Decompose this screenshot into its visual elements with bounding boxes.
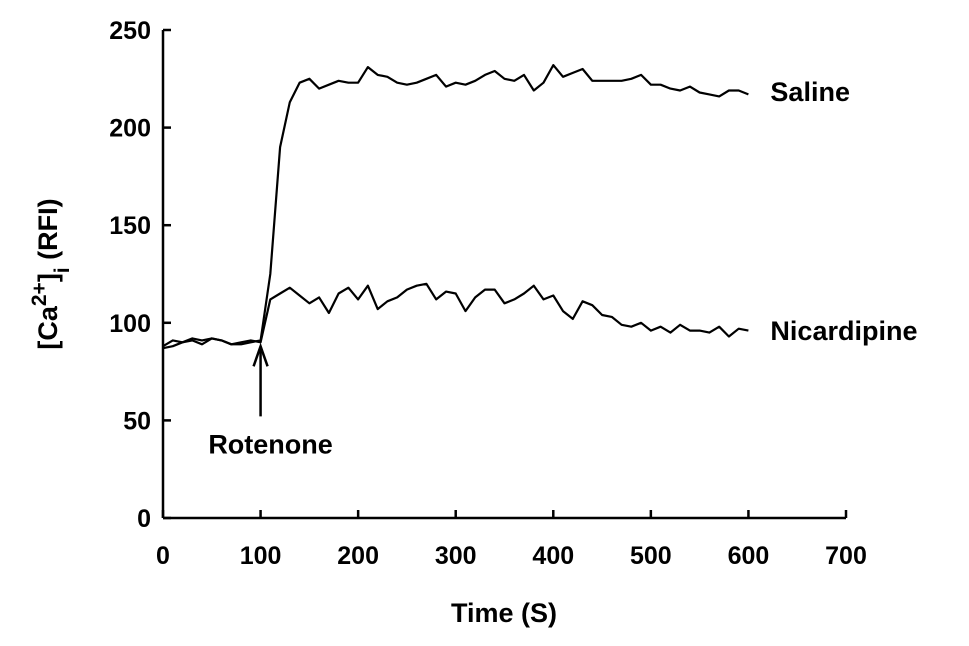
annotation-group: Rotenone xyxy=(208,342,333,459)
x-tick-label-700: 700 xyxy=(825,542,867,570)
y-tick-label-150: 150 xyxy=(109,212,151,240)
y-axis: 0 50 100 150 200 250 [Ca2+]i (RFI) xyxy=(28,17,171,533)
annotation-label: Rotenone xyxy=(208,429,333,459)
x-ticks: 0 100 200 300 400 500 600 700 xyxy=(156,510,867,570)
y-axis-title-sub: i xyxy=(51,267,74,273)
series-label-nicardipine: Nicardipine xyxy=(770,316,917,346)
series-line-saline xyxy=(162,63,749,348)
x-tick-label-500: 500 xyxy=(630,542,672,570)
y-tick-label-0: 0 xyxy=(137,505,151,533)
x-tick-label-200: 200 xyxy=(337,542,379,570)
x-tick-label-300: 300 xyxy=(435,542,477,570)
x-axis: 0 100 200 300 400 500 600 700 Time (S) xyxy=(156,510,867,628)
y-axis-title-suffix: (RFI) xyxy=(33,198,63,267)
series-line-nicardipine xyxy=(162,282,749,350)
x-axis-title: Time (S) xyxy=(451,598,557,628)
annotation-arrow-head xyxy=(252,342,269,367)
y-tick-label-50: 50 xyxy=(123,407,151,435)
x-tick-label-400: 400 xyxy=(532,542,574,570)
x-tick-label-600: 600 xyxy=(728,542,770,570)
x-tick-label-100: 100 xyxy=(240,542,282,570)
y-axis-title-sup: 2+ xyxy=(28,282,51,306)
series-label-saline: Saline xyxy=(770,77,850,107)
y-tick-label-250: 250 xyxy=(109,17,151,45)
series-group: Saline Nicardipine xyxy=(162,63,917,350)
y-ticks: 0 50 100 150 200 250 xyxy=(109,17,171,533)
y-tick-label-100: 100 xyxy=(109,310,151,338)
x-tick-label-0: 0 xyxy=(156,542,170,570)
y-axis-title-prefix: [Ca xyxy=(33,305,63,349)
y-axis-title: [Ca2+]i (RFI) xyxy=(28,198,74,349)
y-tick-label-200: 200 xyxy=(109,115,151,143)
y-axis-title-mid: ] xyxy=(33,273,63,282)
